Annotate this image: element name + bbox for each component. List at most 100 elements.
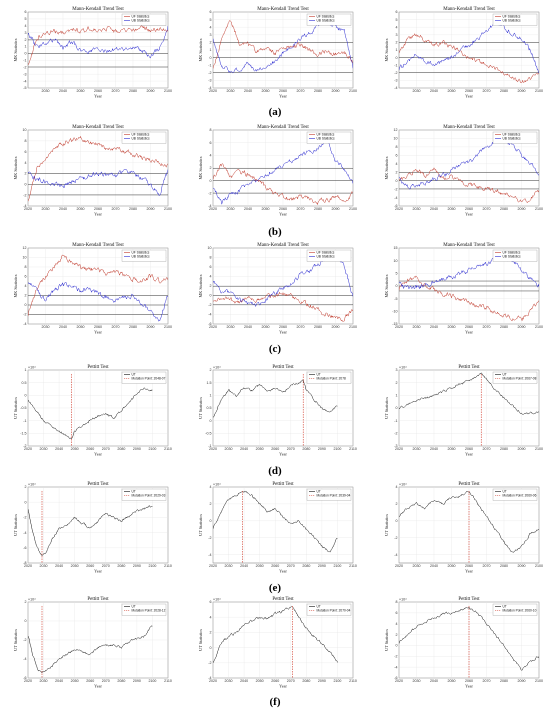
y-tick-label: 10 <box>394 259 398 263</box>
x-tick-label: 2050 <box>256 564 264 568</box>
x-tick-label: 2050 <box>71 679 79 683</box>
y-tick-label: -4 <box>394 665 397 669</box>
series-line-ut <box>399 372 539 415</box>
series-line-uf <box>213 291 353 323</box>
x-axis-label: Year <box>279 212 287 217</box>
y-tick-label: 0 <box>25 182 27 186</box>
x-tick-label: 2060 <box>94 325 102 329</box>
legend-box <box>306 13 352 26</box>
x-tick-label: 2070 <box>287 564 295 568</box>
y-tick-label: -2 <box>394 654 397 658</box>
y-tick-label: -4 <box>23 531 26 535</box>
series-group <box>399 490 539 563</box>
x-tick-label: 2070 <box>483 89 491 93</box>
series-group <box>28 491 153 563</box>
x-tick-label: 2100 <box>535 325 543 329</box>
x-tick-label: 2090 <box>147 325 155 329</box>
x-tick-label: 2080 <box>500 679 508 683</box>
chart-svg-d1: 2020 2030 2040 2050 2060 2070 2080 2090 2100 2110… <box>13 365 172 457</box>
x-axis-label: Year <box>94 330 102 335</box>
x-tick-label: 2030 <box>40 564 48 568</box>
x-tick-label: 2100 <box>148 447 156 451</box>
series-line-ub <box>399 138 539 190</box>
series-line-ub <box>399 20 539 74</box>
legend-label: UF Statistics <box>503 14 521 18</box>
x-tick-label: 2070 <box>483 679 491 683</box>
y-tick-label: -6 <box>23 676 26 680</box>
x-tick-label: 2100 <box>349 207 357 211</box>
x-tick-label: 2020 <box>24 207 32 211</box>
chart-svg-e3: 2020 2030 2040 2050 2060 2070 2080 2090 2100 -4 -2… <box>384 482 543 574</box>
chart-title: Pettitt Test <box>272 482 294 487</box>
x-tick-label: 2090 <box>147 207 155 211</box>
y-tick-label: 4 <box>210 25 212 29</box>
x-tick-label: 2030 <box>40 679 48 683</box>
x-tick-label: 2040 <box>55 564 63 568</box>
x-tick-label: 2050 <box>448 564 456 568</box>
x-tick-label: 2080 <box>500 89 508 93</box>
legend-label: Mutation Point: 2029-03 <box>132 494 166 498</box>
x-tick-label: 2020 <box>209 564 217 568</box>
y-tick-label: 2 <box>396 170 398 174</box>
y-axis-label: MK Statistics <box>13 274 18 297</box>
legend-box <box>492 249 538 262</box>
x-tick-label: 2090 <box>332 325 340 329</box>
legend-label: UT <box>317 604 321 608</box>
y-tick-label: 4 <box>25 24 27 28</box>
series-line-ub <box>213 138 353 205</box>
chart-svg-b3: 2020 2030 2040 2050 2060 2070 2080 2090 2100-6-4… <box>384 125 543 217</box>
x-tick-label: 2080 <box>302 447 310 451</box>
y-tick-label: 2 <box>25 485 27 489</box>
x-tick-label: 2110 <box>164 564 172 568</box>
x-tick-label: 2080 <box>500 325 508 329</box>
y-tick-label: 4 <box>210 615 212 619</box>
x-tick-label: 2040 <box>240 564 248 568</box>
chart-svg-d2: 2020 2030 2040 2050 2060 2070 2080 2090 2100 2110… <box>198 365 357 457</box>
x-axis-label: Year <box>94 569 102 574</box>
x-tick-label: 2100 <box>164 207 172 211</box>
x-tick-label: 2080 <box>500 564 508 568</box>
y-tick-label: 5 <box>210 18 212 22</box>
x-tick-label: 2040 <box>240 447 248 451</box>
series-line-uf <box>28 24 168 65</box>
y-tick-label: -2 <box>208 71 211 75</box>
x-tick-label: 2080 <box>500 447 508 451</box>
y-exponent-label: ×10⁴ <box>399 366 407 370</box>
x-tick-label: 2080 <box>302 564 310 568</box>
chart-panel-b2: 2020 2030 2040 2050 2060 2070 2080 2090 2100 -4 -2… <box>197 122 357 220</box>
y-tick-label: 6 <box>396 611 398 615</box>
chart-svg-b1: 2020 2030 2040 2050 2060 2070 2080 2090 2100-4-2… <box>13 125 172 217</box>
y-axis-label: UT Statistics <box>198 397 203 419</box>
chart-title: Pettitt Test <box>458 597 480 602</box>
x-tick-label: 2070 <box>483 207 491 211</box>
series-line-uf <box>28 135 168 202</box>
y-tick-label: -4 <box>208 204 211 208</box>
y-axis-label: UT Statistics <box>384 629 389 651</box>
y-tick-label: 5 <box>25 17 27 21</box>
chart-title: Mann-Kendall Trend Test <box>72 7 124 12</box>
x-tick-label: 2090 <box>133 679 141 683</box>
series-line-ub <box>28 169 168 197</box>
y-tick-label: 6 <box>25 10 27 14</box>
y-tick-label: 4 <box>210 485 212 489</box>
y-tick-label: -6 <box>394 676 397 680</box>
x-tick-label: 2070 <box>297 207 305 211</box>
y-tick-label: 10 <box>394 137 398 141</box>
y-tick-label: 1 <box>210 48 212 52</box>
series-group <box>399 20 539 83</box>
legend-label: UF Statistics <box>317 132 335 136</box>
y-tick-label: -2 <box>23 444 26 448</box>
y-axis-label: MK Statistics <box>384 156 389 179</box>
series-line-ut <box>28 625 153 674</box>
x-tick-label: 2050 <box>448 679 456 683</box>
legend-box <box>306 371 352 384</box>
chart-title: Mann-Kendall Trend Test <box>257 7 309 12</box>
y-tick-label: -4 <box>208 676 211 680</box>
x-tick-label: 2060 <box>465 325 473 329</box>
x-tick-label: 2020 <box>209 325 217 329</box>
legend-label: UF Statistics <box>132 132 150 136</box>
legend-label: UB Statistics <box>503 137 521 141</box>
chart-panel-a3: 2030 2040 2050 2060 2070 2080 2090 2100 -4 -3 -2 -1… <box>383 4 543 102</box>
x-tick-label: 2040 <box>59 207 67 211</box>
y-tick-label: 6 <box>210 141 212 145</box>
